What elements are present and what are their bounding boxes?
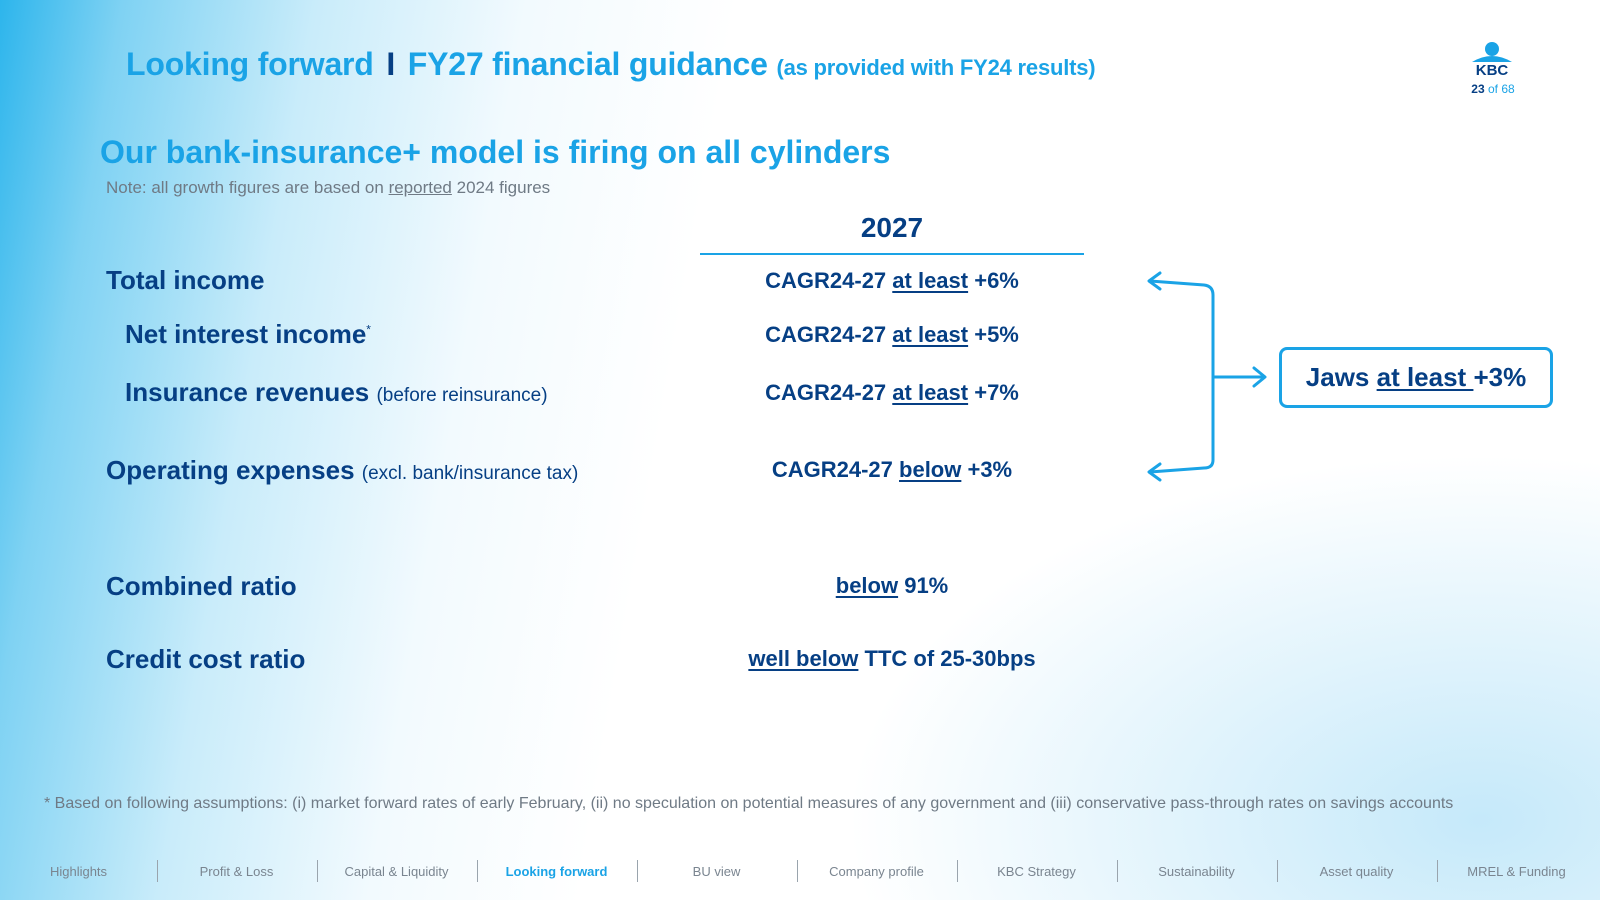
jaws-prefix: Jaws [1305, 362, 1377, 392]
nav-divider [477, 860, 478, 882]
value-underlined: well below [748, 646, 859, 671]
note-before: Note: all growth figures are based on [106, 178, 389, 197]
bracket-arrows-icon [1147, 271, 1267, 482]
title-section: FY27 financial guidance [407, 46, 768, 82]
row-value-operating-expenses: CAGR24-27 below +3% [700, 457, 1084, 483]
nav-item-bu-view[interactable]: BU view [692, 864, 741, 879]
row-label-credit-cost-ratio: Credit cost ratio [106, 644, 305, 675]
title-separator: I [386, 46, 396, 82]
value-prefix: CAGR24-27 [765, 380, 893, 405]
nav-divider [637, 860, 638, 882]
nav-divider [1277, 860, 1278, 882]
row-value-credit-cost-ratio: well below TTC of 25-30bps [700, 646, 1084, 672]
nav-item-mrel-funding[interactable]: MREL & Funding [1467, 864, 1566, 879]
value-underlined: at least [892, 322, 969, 347]
column-header-underline [700, 253, 1084, 255]
value-underlined: at least [892, 380, 969, 405]
row-label-insurance-revenues: Insurance revenues (before reinsurance) [125, 377, 548, 408]
nav-divider [1437, 860, 1438, 882]
nav-item-looking-forward[interactable]: Looking forward [505, 864, 608, 879]
row-label-note: (excl. bank/insurance tax) [361, 463, 579, 484]
row-value-insurance-revenues: CAGR24-27 at least +7% [700, 380, 1084, 406]
note-underlined: reported [388, 178, 452, 197]
logo-text: KBC [1476, 62, 1509, 78]
jaws-suffix: +3% [1473, 362, 1527, 392]
row-label-text: Combined ratio [106, 571, 297, 601]
nav-item-profit-loss[interactable]: Profit & Loss [199, 864, 274, 879]
nav-item-company-profile[interactable]: Company profile [829, 864, 924, 879]
row-label-text: Total income [106, 265, 265, 295]
jaws-underlined: at least [1376, 362, 1474, 392]
value-suffix: +5% [968, 322, 1019, 347]
value-suffix: TTC of 25-30bps [858, 646, 1036, 671]
kbc-logo: KBC [1466, 40, 1518, 83]
row-label-text: Credit cost ratio [106, 644, 306, 674]
value-prefix: CAGR24-27 [765, 268, 893, 293]
page-total: of 68 [1488, 82, 1515, 96]
nav-divider [957, 860, 958, 882]
row-label-operating-expenses: Operating expenses (excl. bank/insurance… [106, 455, 578, 486]
note-after: 2024 figures [451, 178, 551, 197]
row-label-text: Operating expenses [106, 455, 355, 485]
nav-divider [1117, 860, 1118, 882]
page-counter: 23 of 68 [1462, 82, 1524, 96]
column-header-2027: 2027 [860, 212, 924, 243]
nav-divider [797, 860, 798, 882]
row-label-total-income: Total income [106, 265, 264, 296]
nav-item-capital-liquidity[interactable]: Capital & Liquidity [344, 864, 449, 879]
nav-item-highlights[interactable]: Highlights [49, 864, 108, 879]
value-suffix: +7% [968, 380, 1019, 405]
value-prefix: CAGR24-27 [765, 322, 893, 347]
value-suffix: +3% [961, 457, 1013, 482]
bottom-navigation: Highlights Profit & Loss Capital & Liqui… [0, 858, 1600, 888]
value-underlined: below [835, 573, 899, 598]
row-value-net-interest-income: CAGR24-27 at least +5% [700, 322, 1084, 348]
value-underlined: at least [892, 268, 969, 293]
value-suffix: 91% [898, 573, 949, 598]
footnote-marker: * [366, 322, 371, 337]
kbc-logo-icon: KBC [1472, 42, 1512, 79]
title-main: Looking forward [126, 46, 374, 82]
nav-item-kbc-strategy[interactable]: KBC Strategy [997, 864, 1076, 879]
row-label-note: (before reinsurance) [376, 385, 548, 406]
row-value-total-income: CAGR24-27 at least +6% [700, 268, 1084, 294]
nav-item-asset-quality[interactable]: Asset quality [1319, 864, 1394, 879]
nav-divider [317, 860, 318, 882]
growth-note: Note: all growth figures are based on re… [106, 178, 550, 198]
jaws-callout: Jaws at least +3% [1279, 347, 1553, 408]
nav-divider [157, 860, 158, 882]
page-current: 23 [1471, 82, 1485, 96]
row-value-combined-ratio: below 91% [700, 573, 1084, 599]
row-label-text: Net interest income [125, 319, 367, 349]
value-underlined: below [899, 457, 962, 482]
row-label-text: Insurance revenues [125, 377, 370, 407]
headline: Our bank-insurance+ model is firing on a… [100, 134, 891, 170]
nav-item-sustainability[interactable]: Sustainability [1158, 864, 1235, 879]
row-label-net-interest-income: Net interest income* [125, 319, 371, 350]
value-suffix: +6% [968, 268, 1019, 293]
value-prefix: CAGR24-27 [771, 457, 900, 482]
slide-title: Looking forward I FY27 financial guidanc… [126, 46, 1096, 83]
row-label-combined-ratio: Combined ratio [106, 571, 297, 602]
footnote: * Based on following assumptions: (i) ma… [44, 795, 1454, 812]
title-note: (as provided with FY24 results) [776, 55, 1096, 80]
